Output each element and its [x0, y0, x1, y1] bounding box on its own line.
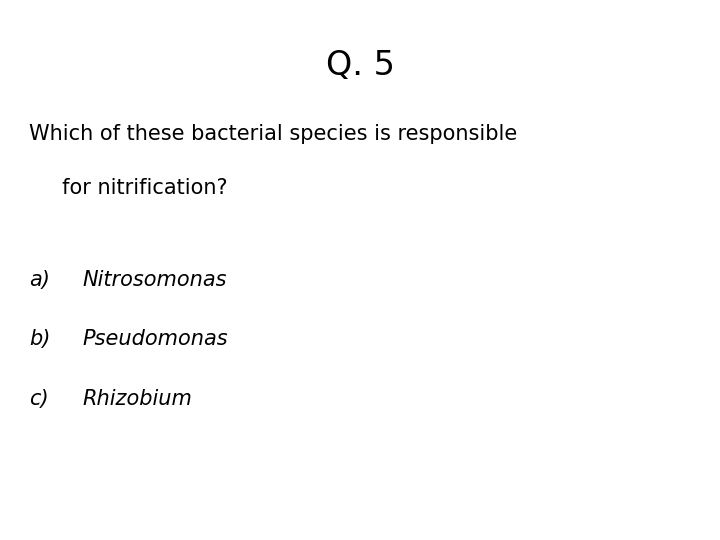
- Text: Rhizobium: Rhizobium: [83, 389, 193, 409]
- Text: c): c): [29, 389, 48, 409]
- Text: Q. 5: Q. 5: [325, 49, 395, 82]
- Text: b): b): [29, 329, 50, 349]
- Text: Which of these bacterial species is responsible: Which of these bacterial species is resp…: [29, 124, 517, 144]
- Text: Pseudomonas: Pseudomonas: [83, 329, 228, 349]
- Text: Nitrosomonas: Nitrosomonas: [83, 270, 228, 290]
- Text: for nitrification?: for nitrification?: [29, 178, 228, 198]
- Text: a): a): [29, 270, 50, 290]
